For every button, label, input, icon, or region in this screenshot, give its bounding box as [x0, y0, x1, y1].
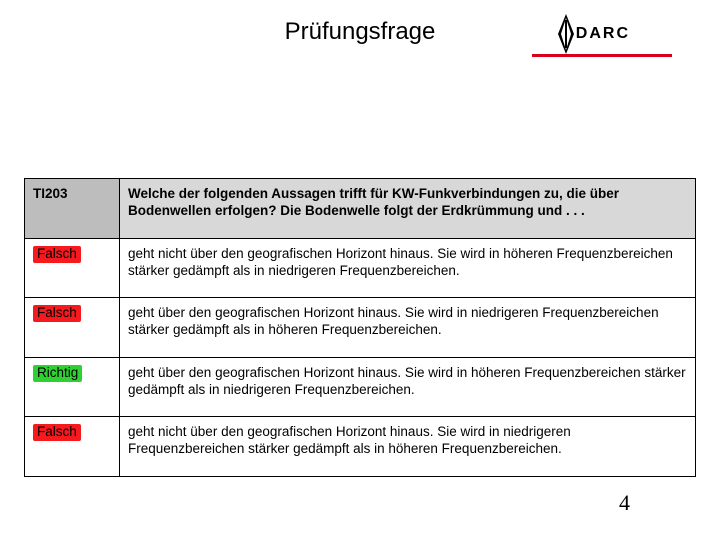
answer-row: Falsch geht nicht über den geografischen… — [25, 238, 696, 298]
answer-row: Falsch geht nicht über den geografischen… — [25, 417, 696, 477]
answer-text: geht über den geografischen Horizont hin… — [120, 298, 696, 358]
logo-text: DARC — [576, 25, 630, 43]
answer-text: geht über den geografischen Horizont hin… — [120, 357, 696, 417]
question-row: TI203 Welche der folgenden Aussagen trif… — [25, 179, 696, 239]
answer-text: geht nicht über den geografischen Horizo… — [120, 238, 696, 298]
question-text: Welche der folgenden Aussagen trifft für… — [120, 179, 696, 239]
answer-label: Falsch — [33, 305, 81, 322]
answer-text: geht nicht über den geografischen Horizo… — [120, 417, 696, 477]
answer-row: Falsch geht über den geografischen Horiz… — [25, 298, 696, 358]
diamond-icon — [558, 14, 574, 54]
answer-label: Richtig — [33, 365, 82, 382]
answer-row: Richtig geht über den geografischen Hori… — [25, 357, 696, 417]
question-id: TI203 — [25, 179, 120, 239]
answer-label: Falsch — [33, 424, 81, 441]
question-table: TI203 Welche der folgenden Aussagen trif… — [24, 178, 696, 477]
answer-label: Falsch — [33, 246, 81, 263]
page-number: 4 — [619, 490, 630, 516]
darc-logo: DARC — [558, 14, 630, 54]
logo-underline — [532, 54, 672, 57]
